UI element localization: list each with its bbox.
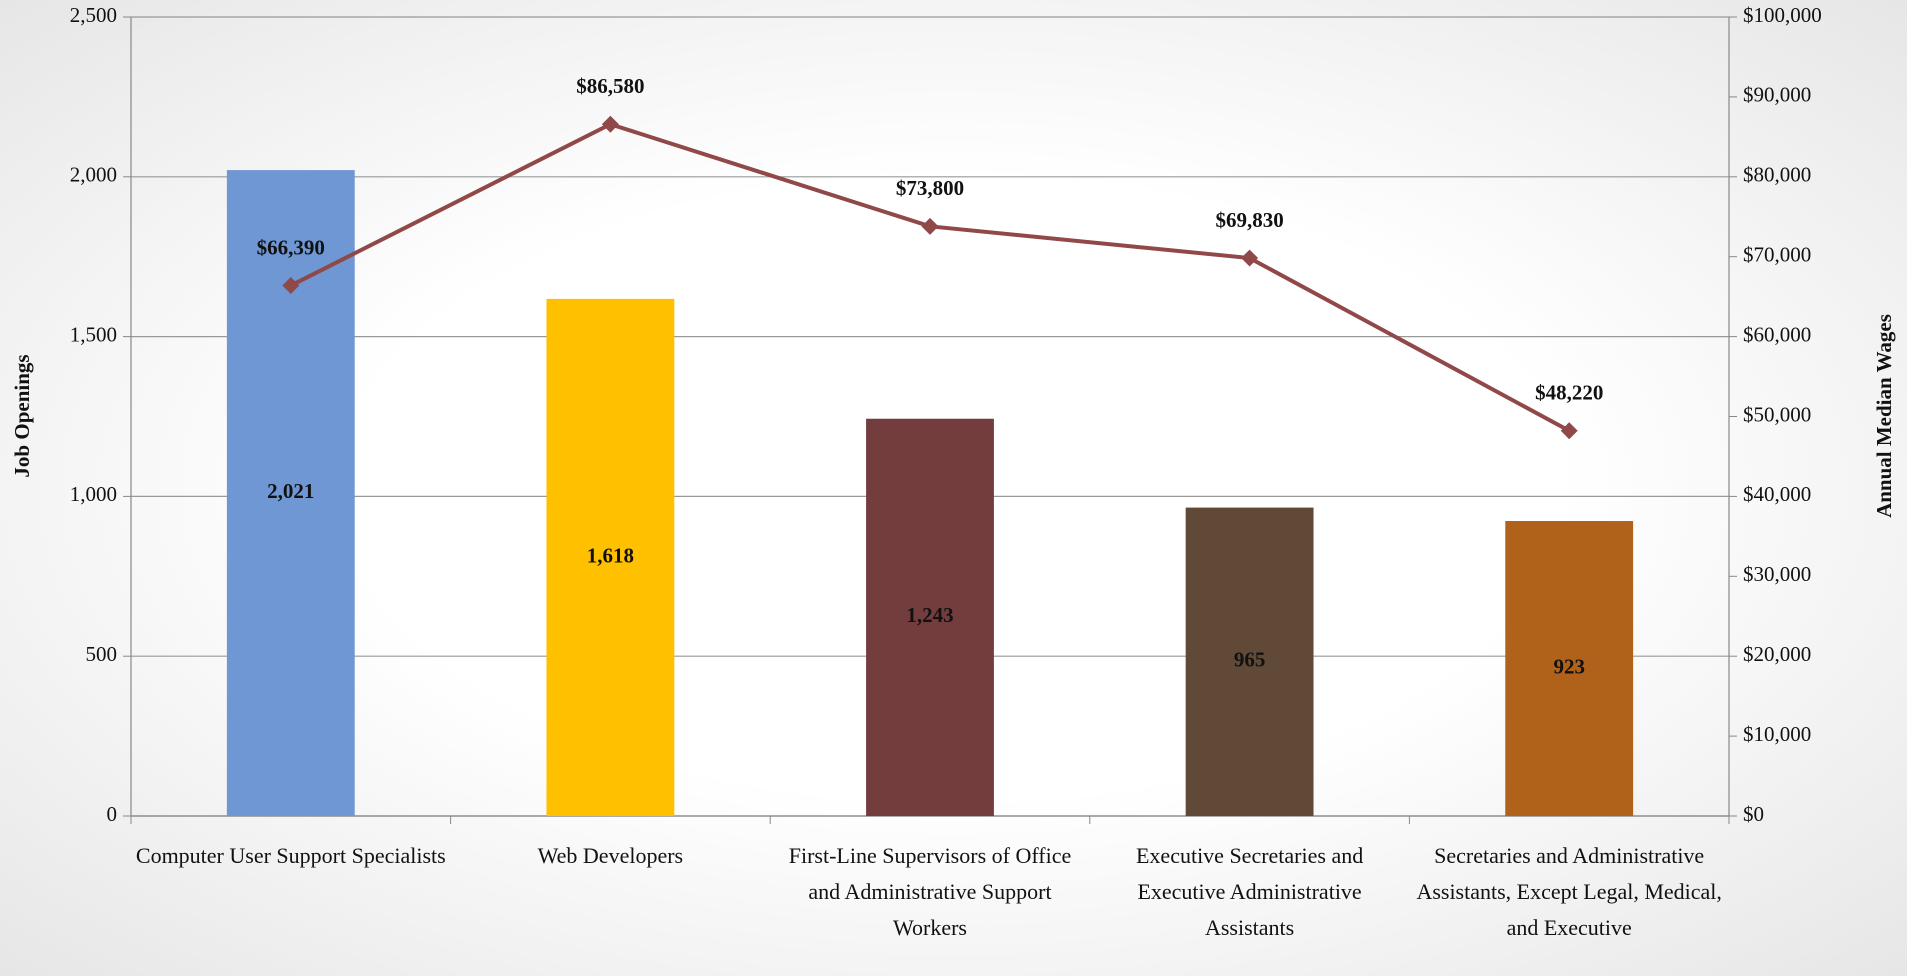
bar: [1505, 521, 1634, 816]
y2-tick-label: $20,000: [1743, 642, 1811, 666]
y2-tick-label: $60,000: [1743, 322, 1811, 346]
y2-tick-label: $40,000: [1743, 482, 1811, 506]
line-marker: [601, 115, 619, 133]
line-value-label: $66,390: [257, 235, 325, 259]
line-value-label: $48,220: [1535, 381, 1603, 405]
line-value-label: $86,580: [576, 74, 644, 98]
line: [289, 122, 1571, 433]
x-tick-label: Executive Secretaries and Executive Admi…: [1135, 843, 1364, 940]
line-marker: [282, 277, 300, 295]
y-axis-title: Job Openings: [10, 354, 34, 477]
bar-value-label: 2,021: [267, 479, 314, 503]
x-tick-label: Computer User Support Specialists: [135, 843, 446, 868]
y-tick-label: 500: [86, 642, 118, 666]
y2-tick-label: $100,000: [1743, 3, 1822, 27]
line-marker: [1560, 422, 1578, 440]
y-tick-label: 1,500: [70, 322, 117, 346]
y2-tick-label: $30,000: [1743, 562, 1811, 586]
bar-value-label: 1,243: [906, 603, 953, 627]
bar: [866, 418, 994, 816]
y2-tick-label: $90,000: [1743, 83, 1811, 107]
line-marker: [921, 217, 939, 235]
line-value-label: $69,830: [1215, 208, 1283, 232]
y-tick-label: 1,000: [70, 482, 117, 506]
y-tick-label: 2,000: [70, 163, 117, 187]
bar-value-label: 965: [1234, 648, 1266, 672]
x-tick-label: Web Developers: [537, 843, 684, 868]
line-value-label: $73,800: [896, 176, 964, 200]
bar: [1185, 507, 1314, 816]
y2-axis-title: Annual Median Wages: [1872, 314, 1896, 518]
y2-tick-label: $10,000: [1743, 722, 1811, 746]
y-tick-label: 0: [107, 802, 118, 826]
y2-tick-label: $70,000: [1743, 243, 1811, 267]
line-marker: [1241, 249, 1259, 267]
x-tick-label: Secretaries and Administrative Assistant…: [1416, 843, 1722, 940]
y-tick-label: 2,500: [70, 3, 117, 27]
bar-value-label: 1,618: [587, 543, 634, 567]
x-tick-label: First-Line Supervisors of Office and Adm…: [788, 843, 1072, 940]
bar: [546, 298, 675, 816]
y2-tick-label: $80,000: [1743, 163, 1811, 187]
bar-value-label: 923: [1553, 654, 1585, 678]
y2-tick-label: $0: [1743, 802, 1764, 826]
y2-tick-label: $50,000: [1743, 402, 1811, 426]
